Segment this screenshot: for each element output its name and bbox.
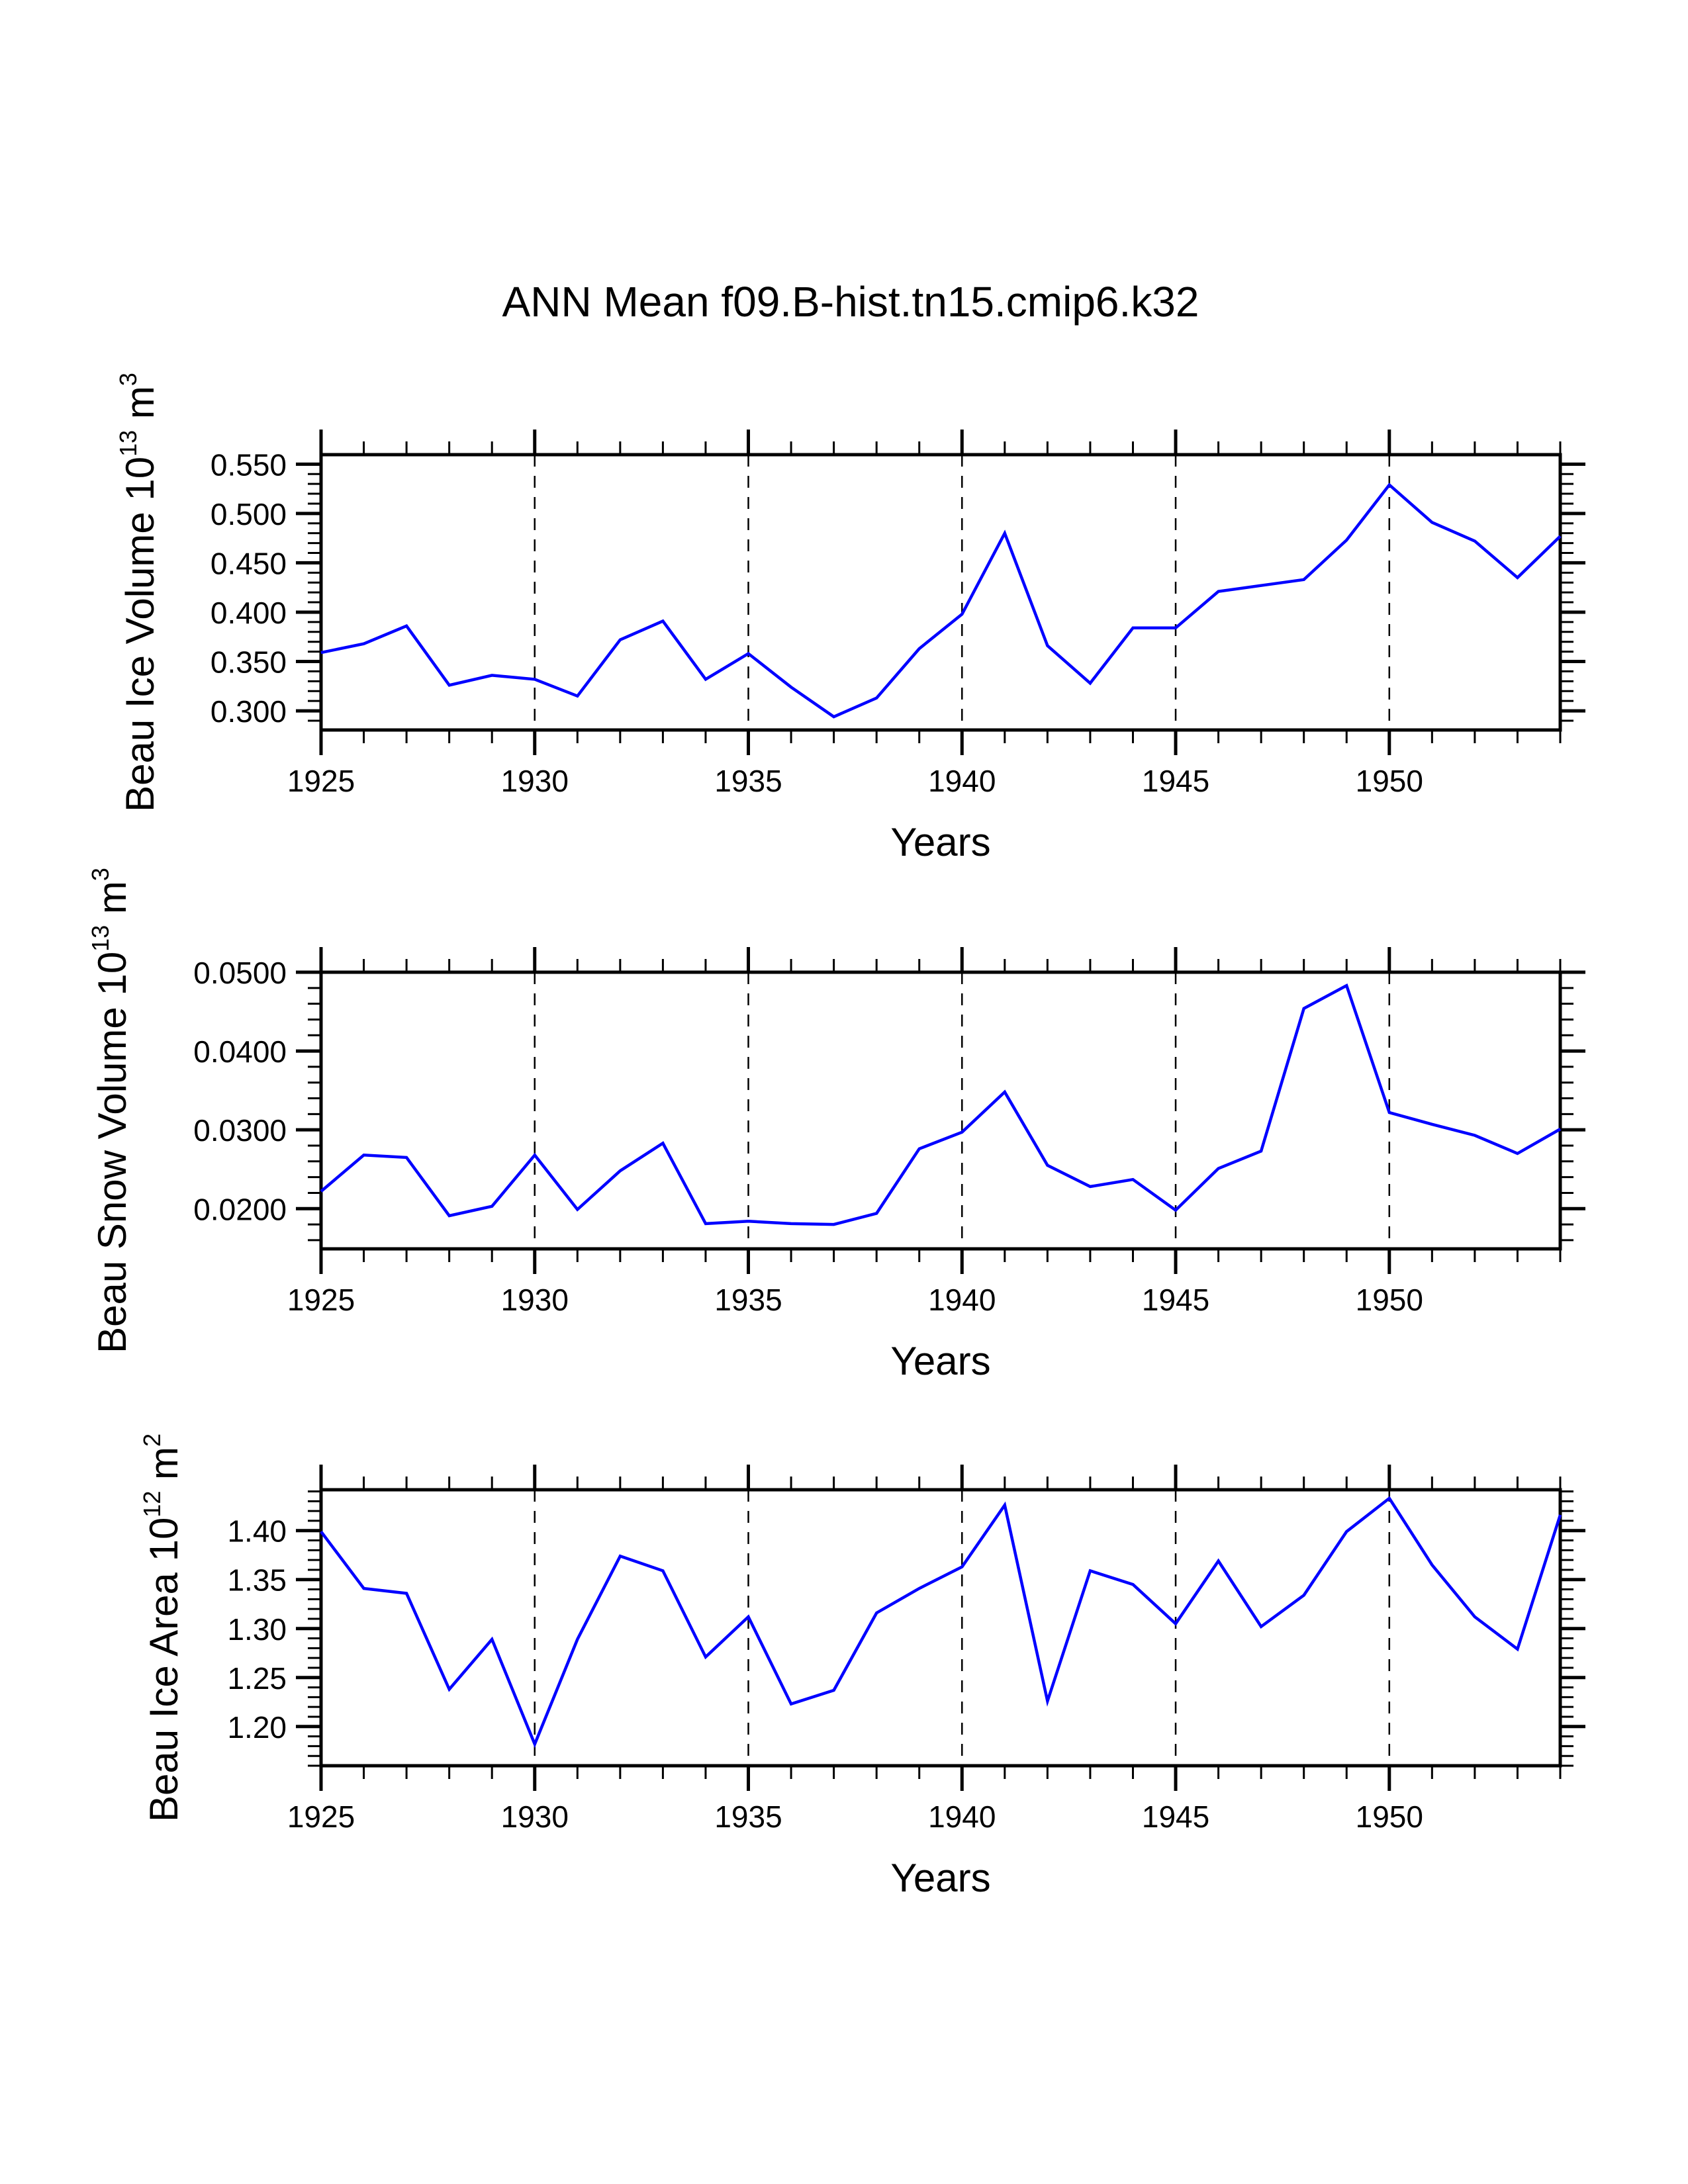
x-tick-label: 1935 xyxy=(714,764,782,798)
plot-frame xyxy=(319,453,1562,732)
y-tick-label: 0.0200 xyxy=(193,1192,287,1226)
x-tick-label: 1930 xyxy=(501,1283,569,1317)
y-axis-title: Beau Ice Volume 1013 m3 xyxy=(115,373,162,812)
x-tick-label: 1940 xyxy=(928,1799,996,1834)
y-tick-label: 1.40 xyxy=(227,1514,287,1549)
x-tick-label: 1945 xyxy=(1142,1799,1209,1834)
y-tick-label: 1.20 xyxy=(227,1710,287,1745)
series-line-ice-area xyxy=(320,1496,1562,1749)
x-tick-label: 1925 xyxy=(287,1799,355,1834)
y-tick-label: 0.400 xyxy=(211,596,287,630)
y-axis-title: Beau Snow Volume 1013 m3 xyxy=(87,868,134,1353)
x-tick-label: 1950 xyxy=(1356,1283,1423,1317)
y-tick-label: 0.550 xyxy=(211,447,287,482)
plot-frame xyxy=(319,970,1562,1251)
x-tick-label: 1930 xyxy=(501,1799,569,1834)
x-tick-label: 1945 xyxy=(1142,764,1209,798)
x-tick-label: 1950 xyxy=(1356,1799,1423,1834)
x-axis-title: Years xyxy=(890,820,990,864)
y-tick-label: 1.30 xyxy=(227,1612,287,1647)
y-tick-label: 0.500 xyxy=(211,497,287,531)
x-tick-label: 1940 xyxy=(928,764,996,798)
y-tick-label: 0.350 xyxy=(211,645,287,680)
series-line-ice-volume xyxy=(320,482,1562,719)
series-line-snow-volume xyxy=(320,983,1562,1226)
y-tick-label: 0.0500 xyxy=(193,956,287,990)
chart-title: ANN Mean f09.B-hist.tn15.cmip6.k32 xyxy=(502,278,1199,326)
x-tick-label: 1925 xyxy=(287,1283,355,1317)
x-axis-title: Years xyxy=(890,1339,990,1383)
x-tick-label: 1930 xyxy=(501,764,569,798)
y-tick-label: 0.300 xyxy=(211,694,287,729)
x-tick-label: 1935 xyxy=(714,1799,782,1834)
y-tick-label: 1.35 xyxy=(227,1563,287,1598)
panel-ice-area: 1925 1930 1935 1940 1945 1950 1.20 1.25 1.30 1.35… xyxy=(138,1433,1585,1900)
x-tick-label: 1925 xyxy=(287,764,355,798)
plot-frame xyxy=(319,1488,1562,1768)
x-tick-label: 1940 xyxy=(928,1283,996,1317)
x-tick-label: 1945 xyxy=(1142,1283,1209,1317)
y-tick-label: 0.450 xyxy=(211,546,287,580)
panel-ice-volume: 1925 1930 1935 1940 1945 1950 0.300 0.350 0.400 0… xyxy=(115,373,1585,864)
x-axis-title: Years xyxy=(890,1856,990,1900)
y-tick-label: 0.0400 xyxy=(193,1034,287,1069)
x-tick-label: 1935 xyxy=(714,1283,782,1317)
panel-snow-volume: 1925 1930 1935 1940 1945 1950 0.0200 0.0300 0.04… xyxy=(87,868,1585,1383)
y-axis-title: Beau Ice Area 1012 m2 xyxy=(138,1433,186,1822)
y-tick-label: 0.0300 xyxy=(193,1113,287,1148)
x-tick-label: 1950 xyxy=(1356,764,1423,798)
y-tick-label: 1.25 xyxy=(227,1661,287,1696)
